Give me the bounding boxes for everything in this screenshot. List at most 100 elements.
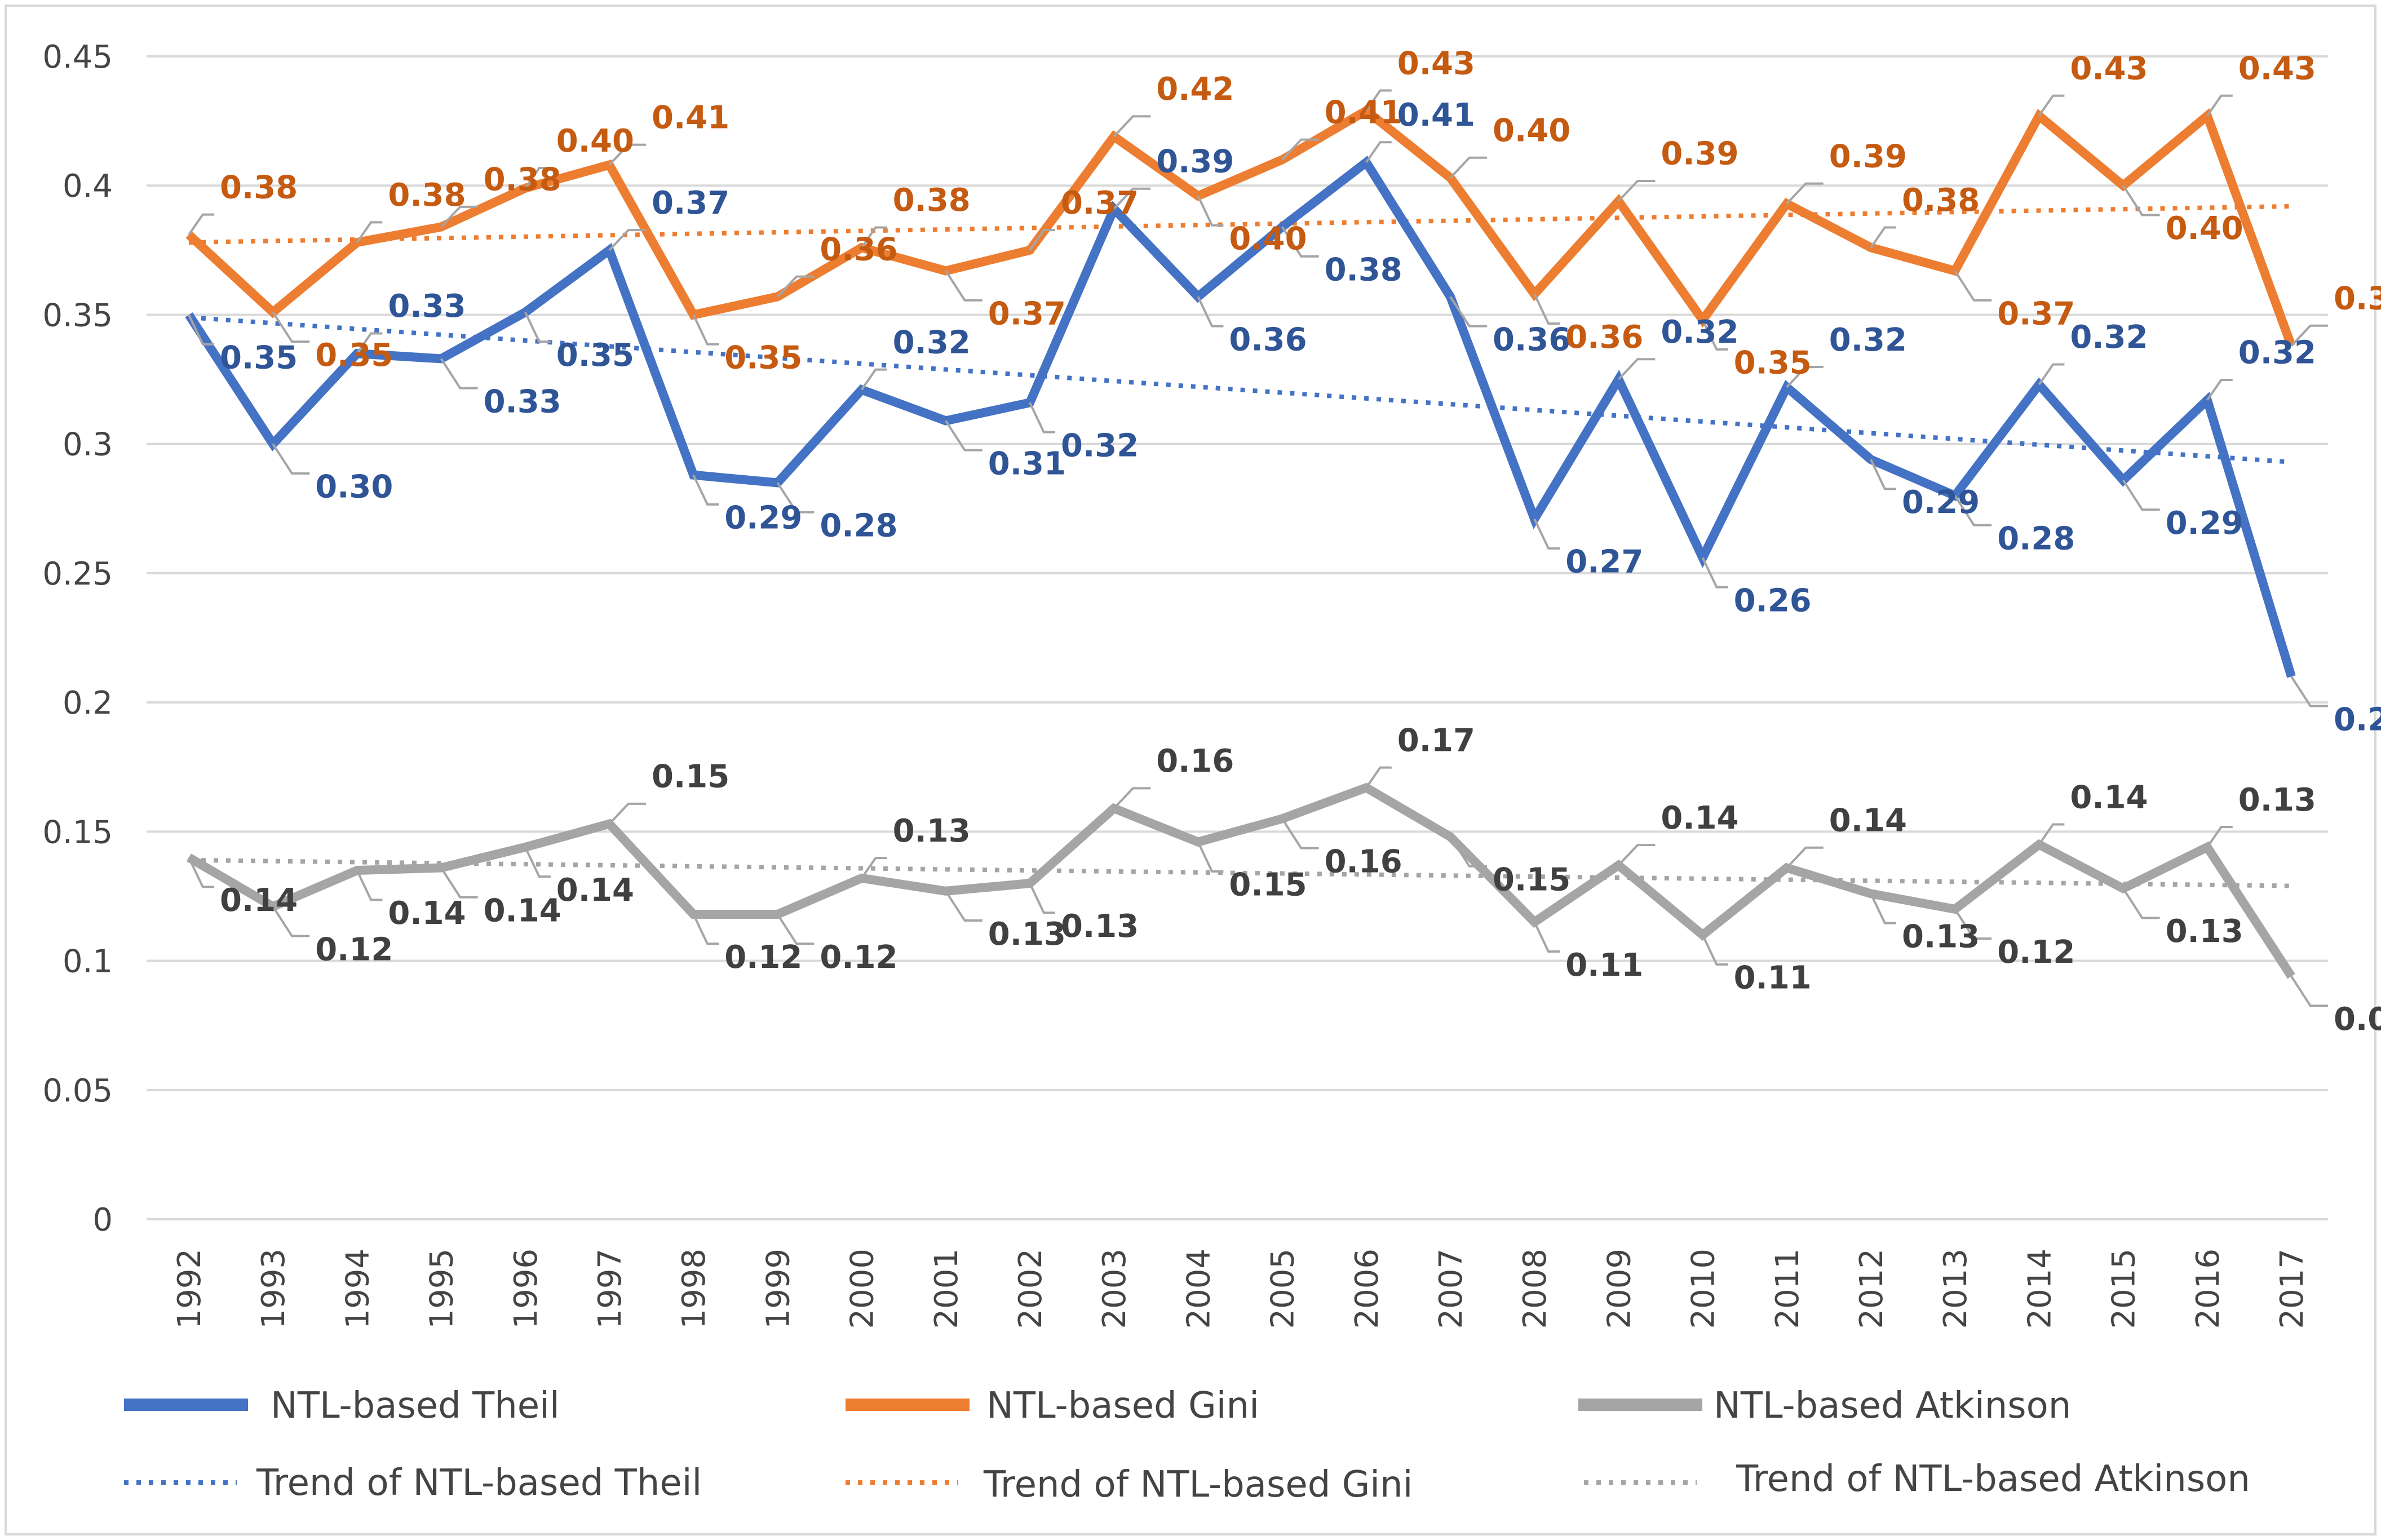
- data-label-ntl-based-atkinson: 0.09: [2334, 1001, 2381, 1038]
- data-label-ntl-based-theil: 0.29: [2166, 505, 2243, 542]
- label-leader: [2122, 185, 2160, 216]
- label-leader: [440, 205, 478, 228]
- label-leader: [272, 443, 310, 475]
- data-label-ntl-based-atkinson: 0.12: [1997, 934, 2075, 971]
- x-tick-label: 2015: [2106, 1249, 2143, 1329]
- label-leader: [2290, 324, 2328, 347]
- label-leader: [1701, 557, 1728, 588]
- data-label-ntl-based-atkinson: 0.12: [724, 939, 802, 976]
- data-label-ntl-based-theil: 0.21: [2334, 701, 2381, 738]
- data-label-ntl-based-theil: 0.35: [220, 339, 298, 376]
- x-axis-ticks: 1992 1993 1994 1995 1996 1997 1998 1999 2000 2001…: [171, 1249, 2311, 1329]
- series-line-ntl-based-theil[interactable]: [185, 156, 2296, 678]
- label-leader: [692, 914, 719, 945]
- data-label-ntl-based-gini: 0.36: [1565, 319, 1643, 356]
- x-tick-label: 1993: [255, 1249, 292, 1329]
- x-tick-label: 2006: [1349, 1249, 1386, 1329]
- label-leader: [1449, 156, 1487, 179]
- data-label-ntl-based-gini: 0.43: [2238, 50, 2316, 87]
- series-line-ntl-based-gini[interactable]: [185, 105, 2296, 348]
- label-leader: [2206, 826, 2233, 848]
- x-tick-label: 2007: [1433, 1249, 1470, 1329]
- data-label-ntl-based-theil: 0.36: [1493, 321, 1570, 358]
- label-leader: [1449, 296, 1487, 328]
- label-leader: [2206, 378, 2233, 401]
- x-tick-label: 1997: [592, 1249, 629, 1329]
- legend-item-gini-trend[interactable]: Trend of NTL-based Gini: [846, 1464, 1413, 1506]
- label-leader: [1449, 836, 1487, 868]
- label-leader: [776, 275, 815, 298]
- data-label-ntl-based-atkinson: 0.12: [820, 939, 897, 976]
- y-tick-label: 0.45: [42, 39, 113, 76]
- legend-label-theil: NTL-based Theil: [271, 1385, 560, 1427]
- label-leader: [2038, 94, 2065, 117]
- x-tick-label: 1992: [171, 1249, 208, 1329]
- data-label-ntl-based-theil: 0.29: [724, 500, 802, 537]
- label-leader: [356, 221, 383, 244]
- series-line-ntl-based-atkinson[interactable]: [186, 782, 2295, 979]
- legend-item-gini[interactable]: NTL-based Gini: [846, 1385, 1259, 1427]
- legend-item-theil-trend[interactable]: Trend of NTL-based Theil: [124, 1462, 702, 1504]
- data-label-ntl-based-theil: 0.36: [1229, 321, 1307, 358]
- data-label-ntl-based-theil: 0.26: [1734, 582, 1812, 619]
- label-leader: [1533, 518, 1560, 550]
- data-label-ntl-based-atkinson: 0.11: [1734, 960, 1812, 997]
- data-label-ntl-based-theil: 0.31: [988, 445, 1066, 482]
- x-tick-label: 2002: [1012, 1249, 1049, 1329]
- data-label-ntl-based-atkinson: 0.13: [2238, 782, 2316, 818]
- y-tick-label: 0.35: [42, 297, 113, 334]
- label-leader: [692, 314, 719, 346]
- data-label-ntl-based-atkinson: 0.14: [2070, 779, 2148, 816]
- data-label-ntl-based-atkinson: 0.16: [1325, 843, 1402, 880]
- label-leader: [776, 482, 815, 514]
- data-label-ntl-based-theil: 0.28: [820, 507, 897, 544]
- label-leader: [608, 143, 646, 166]
- x-tick-label: 2012: [1853, 1249, 1890, 1329]
- x-tick-label: 2005: [1265, 1249, 1302, 1329]
- data-label-ntl-based-atkinson: 0.14: [484, 893, 561, 930]
- legend-label-theil-trend: Trend of NTL-based Theil: [256, 1462, 702, 1504]
- label-leader: [1197, 195, 1224, 227]
- data-label-ntl-based-theil: 0.32: [1061, 427, 1139, 464]
- data-label-ntl-based-atkinson: 0.14: [220, 882, 298, 919]
- label-leader: [1954, 908, 1992, 940]
- data-label-ntl-based-gini: 0.43: [2070, 50, 2148, 87]
- legend-item-theil[interactable]: NTL-based Theil: [124, 1385, 560, 1427]
- label-leader: [2206, 94, 2233, 117]
- label-leader: [1113, 787, 1151, 809]
- x-tick-label: 1996: [508, 1249, 545, 1329]
- x-tick-label: 2009: [1601, 1249, 1638, 1329]
- y-tick-label: 0.05: [42, 1073, 113, 1109]
- label-leader: [1954, 495, 1992, 526]
- data-label-ntl-based-theil: 0.32: [1829, 322, 1907, 359]
- x-tick-label: 2014: [2021, 1249, 2058, 1329]
- label-leader: [1029, 883, 1055, 914]
- x-tick-label: 1999: [760, 1249, 796, 1329]
- label-leader: [1281, 138, 1319, 161]
- label-leader: [2038, 823, 2065, 846]
- data-label-ntl-based-theil: 0.27: [1565, 544, 1643, 581]
- label-leader: [860, 857, 887, 879]
- label-leader: [524, 167, 551, 189]
- label-leader: [1870, 226, 1896, 249]
- y-tick-label: 0: [92, 1202, 113, 1238]
- label-leader: [1113, 115, 1151, 138]
- x-tick-label: 2008: [1517, 1249, 1554, 1329]
- data-label-ntl-based-theil: 0.30: [315, 469, 393, 506]
- legend: NTL-based Theil NTL-based Gini NTL-based…: [124, 1385, 2250, 1506]
- data-label-ntl-based-theil: 0.32: [2070, 319, 2148, 356]
- data-label-ntl-based-gini: 0.41: [1325, 94, 1402, 131]
- label-leader: [1197, 841, 1224, 873]
- data-label-ntl-based-atkinson: 0.13: [2166, 913, 2243, 950]
- data-label-ntl-based-theil: 0.32: [2238, 335, 2316, 371]
- legend-item-atkinson[interactable]: NTL-based Atkinson: [1578, 1385, 2071, 1427]
- legend-item-atkinson-trend[interactable]: Trend of NTL-based Atkinson: [1584, 1458, 2250, 1500]
- data-label-ntl-based-theil: 0.33: [388, 288, 466, 325]
- data-label-ntl-based-gini: 0.39: [1829, 138, 1907, 175]
- data-label-ntl-based-gini: 0.35: [315, 337, 393, 374]
- trend-line-trend-of-ntl-based-atkinson: [188, 857, 2292, 888]
- label-leader: [1365, 766, 1392, 789]
- label-leader: [1533, 293, 1560, 325]
- label-leader: [692, 474, 719, 506]
- label-leader: [945, 890, 983, 922]
